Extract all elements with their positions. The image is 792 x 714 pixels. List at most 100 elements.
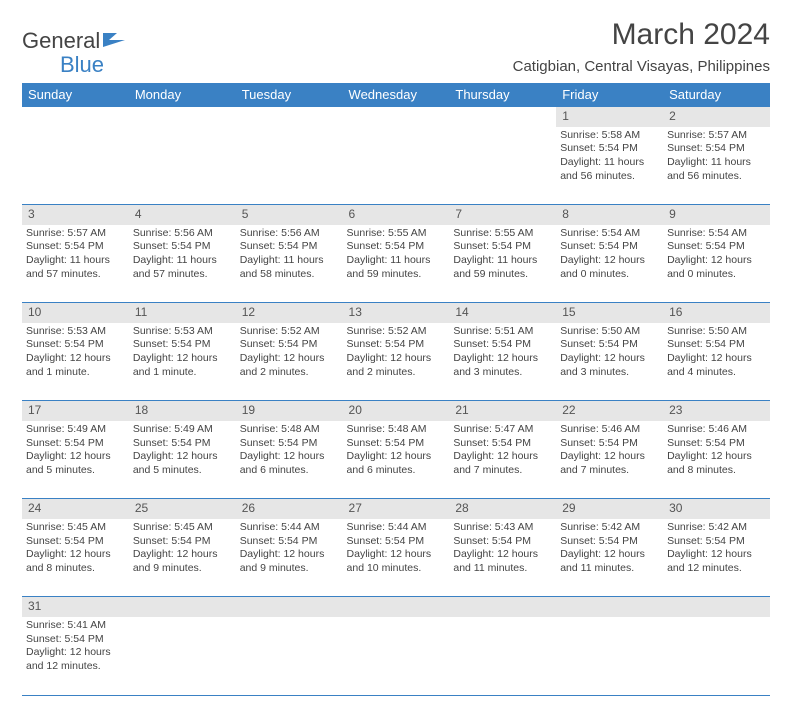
day-detail-cell: Sunrise: 5:57 AMSunset: 5:54 PMDaylight:… — [22, 225, 129, 303]
sunrise-text: Sunrise: 5:46 AM — [560, 423, 659, 437]
day-detail-cell: Sunrise: 5:47 AMSunset: 5:54 PMDaylight:… — [449, 421, 556, 499]
col-wednesday: Wednesday — [343, 83, 450, 107]
day-detail-cell: Sunrise: 5:58 AMSunset: 5:54 PMDaylight:… — [556, 127, 663, 205]
day-detail-cell: Sunrise: 5:53 AMSunset: 5:54 PMDaylight:… — [22, 323, 129, 401]
sunrise-text: Sunrise: 5:50 AM — [667, 325, 766, 339]
daylight-text: Daylight: 11 hours and 59 minutes. — [347, 254, 446, 281]
sunset-text: Sunset: 5:54 PM — [133, 437, 232, 451]
daylight-text: Daylight: 12 hours and 0 minutes. — [667, 254, 766, 281]
sunset-text: Sunset: 5:54 PM — [26, 535, 125, 549]
day-detail-cell: Sunrise: 5:55 AMSunset: 5:54 PMDaylight:… — [449, 225, 556, 303]
day-detail-cell: Sunrise: 5:45 AMSunset: 5:54 PMDaylight:… — [129, 519, 236, 597]
day-number-cell: 1 — [556, 107, 663, 127]
day-number-cell: 14 — [449, 303, 556, 323]
day-number-cell: 21 — [449, 401, 556, 421]
sunrise-text: Sunrise: 5:45 AM — [26, 521, 125, 535]
daylight-text: Daylight: 12 hours and 0 minutes. — [560, 254, 659, 281]
day-detail-cell: Sunrise: 5:50 AMSunset: 5:54 PMDaylight:… — [663, 323, 770, 401]
sunset-text: Sunset: 5:54 PM — [347, 240, 446, 254]
day-number-cell — [129, 597, 236, 617]
day-detail-cell: Sunrise: 5:52 AMSunset: 5:54 PMDaylight:… — [236, 323, 343, 401]
sunset-text: Sunset: 5:54 PM — [240, 240, 339, 254]
sunset-text: Sunset: 5:54 PM — [667, 535, 766, 549]
sunset-text: Sunset: 5:54 PM — [26, 633, 125, 647]
sunrise-text: Sunrise: 5:57 AM — [667, 129, 766, 143]
sunrise-text: Sunrise: 5:44 AM — [347, 521, 446, 535]
sunset-text: Sunset: 5:54 PM — [560, 240, 659, 254]
sunrise-text: Sunrise: 5:55 AM — [347, 227, 446, 241]
sunrise-text: Sunrise: 5:56 AM — [240, 227, 339, 241]
day-detail-cell: Sunrise: 5:48 AMSunset: 5:54 PMDaylight:… — [236, 421, 343, 499]
day-number-cell: 27 — [343, 499, 450, 519]
day-number-cell: 9 — [663, 205, 770, 225]
day-detail-cell: Sunrise: 5:44 AMSunset: 5:54 PMDaylight:… — [236, 519, 343, 597]
sunrise-text: Sunrise: 5:41 AM — [26, 619, 125, 633]
col-tuesday: Tuesday — [236, 83, 343, 107]
day-number-cell: 25 — [129, 499, 236, 519]
daylight-text: Daylight: 12 hours and 10 minutes. — [347, 548, 446, 575]
daynum-row: 17181920212223 — [22, 401, 770, 421]
day-detail-cell — [129, 617, 236, 695]
daylight-text: Daylight: 12 hours and 12 minutes. — [667, 548, 766, 575]
day-detail-cell — [343, 617, 450, 695]
day-number-cell: 16 — [663, 303, 770, 323]
daylight-text: Daylight: 11 hours and 59 minutes. — [453, 254, 552, 281]
location-text: Catigbian, Central Visayas, Philippines — [513, 58, 770, 75]
day-detail-cell: Sunrise: 5:51 AMSunset: 5:54 PMDaylight:… — [449, 323, 556, 401]
detail-row: Sunrise: 5:49 AMSunset: 5:54 PMDaylight:… — [22, 421, 770, 499]
day-detail-cell: Sunrise: 5:52 AMSunset: 5:54 PMDaylight:… — [343, 323, 450, 401]
logo: General — [22, 28, 125, 54]
sunset-text: Sunset: 5:54 PM — [560, 437, 659, 451]
sunrise-text: Sunrise: 5:42 AM — [667, 521, 766, 535]
day-detail-cell: Sunrise: 5:48 AMSunset: 5:54 PMDaylight:… — [343, 421, 450, 499]
daylight-text: Daylight: 11 hours and 57 minutes. — [133, 254, 232, 281]
daylight-text: Daylight: 12 hours and 8 minutes. — [667, 450, 766, 477]
sunrise-text: Sunrise: 5:49 AM — [26, 423, 125, 437]
daylight-text: Daylight: 11 hours and 58 minutes. — [240, 254, 339, 281]
sunset-text: Sunset: 5:54 PM — [453, 437, 552, 451]
daylight-text: Daylight: 12 hours and 2 minutes. — [240, 352, 339, 379]
sunset-text: Sunset: 5:54 PM — [26, 240, 125, 254]
day-number-cell — [236, 107, 343, 127]
sunrise-text: Sunrise: 5:58 AM — [560, 129, 659, 143]
sunrise-text: Sunrise: 5:49 AM — [133, 423, 232, 437]
day-detail-cell — [449, 127, 556, 205]
day-detail-cell — [663, 617, 770, 695]
col-monday: Monday — [129, 83, 236, 107]
day-number-cell — [449, 107, 556, 127]
daylight-text: Daylight: 12 hours and 4 minutes. — [667, 352, 766, 379]
day-number-cell: 15 — [556, 303, 663, 323]
daylight-text: Daylight: 12 hours and 3 minutes. — [560, 352, 659, 379]
day-detail-cell: Sunrise: 5:45 AMSunset: 5:54 PMDaylight:… — [22, 519, 129, 597]
daylight-text: Daylight: 12 hours and 6 minutes. — [240, 450, 339, 477]
sunrise-text: Sunrise: 5:42 AM — [560, 521, 659, 535]
sunrise-text: Sunrise: 5:44 AM — [240, 521, 339, 535]
detail-row: Sunrise: 5:41 AMSunset: 5:54 PMDaylight:… — [22, 617, 770, 695]
daylight-text: Daylight: 12 hours and 5 minutes. — [133, 450, 232, 477]
sunset-text: Sunset: 5:54 PM — [133, 338, 232, 352]
col-friday: Friday — [556, 83, 663, 107]
sunrise-text: Sunrise: 5:56 AM — [133, 227, 232, 241]
day-number-cell: 22 — [556, 401, 663, 421]
daylight-text: Daylight: 12 hours and 7 minutes. — [560, 450, 659, 477]
daynum-row: 3456789 — [22, 205, 770, 225]
daylight-text: Daylight: 11 hours and 56 minutes. — [560, 156, 659, 183]
day-detail-cell: Sunrise: 5:49 AMSunset: 5:54 PMDaylight:… — [129, 421, 236, 499]
logo-flag-icon — [103, 31, 125, 52]
daylight-text: Daylight: 12 hours and 11 minutes. — [453, 548, 552, 575]
day-number-cell: 30 — [663, 499, 770, 519]
day-number-cell: 29 — [556, 499, 663, 519]
day-number-cell: 12 — [236, 303, 343, 323]
day-detail-cell: Sunrise: 5:41 AMSunset: 5:54 PMDaylight:… — [22, 617, 129, 695]
day-number-cell: 5 — [236, 205, 343, 225]
day-number-cell: 13 — [343, 303, 450, 323]
day-number-cell: 31 — [22, 597, 129, 617]
day-detail-cell — [22, 127, 129, 205]
sunset-text: Sunset: 5:54 PM — [26, 437, 125, 451]
daylight-text: Daylight: 11 hours and 57 minutes. — [26, 254, 125, 281]
sunset-text: Sunset: 5:54 PM — [560, 142, 659, 156]
day-detail-cell: Sunrise: 5:57 AMSunset: 5:54 PMDaylight:… — [663, 127, 770, 205]
day-detail-cell: Sunrise: 5:43 AMSunset: 5:54 PMDaylight:… — [449, 519, 556, 597]
day-detail-cell: Sunrise: 5:42 AMSunset: 5:54 PMDaylight:… — [663, 519, 770, 597]
day-detail-cell: Sunrise: 5:54 AMSunset: 5:54 PMDaylight:… — [556, 225, 663, 303]
